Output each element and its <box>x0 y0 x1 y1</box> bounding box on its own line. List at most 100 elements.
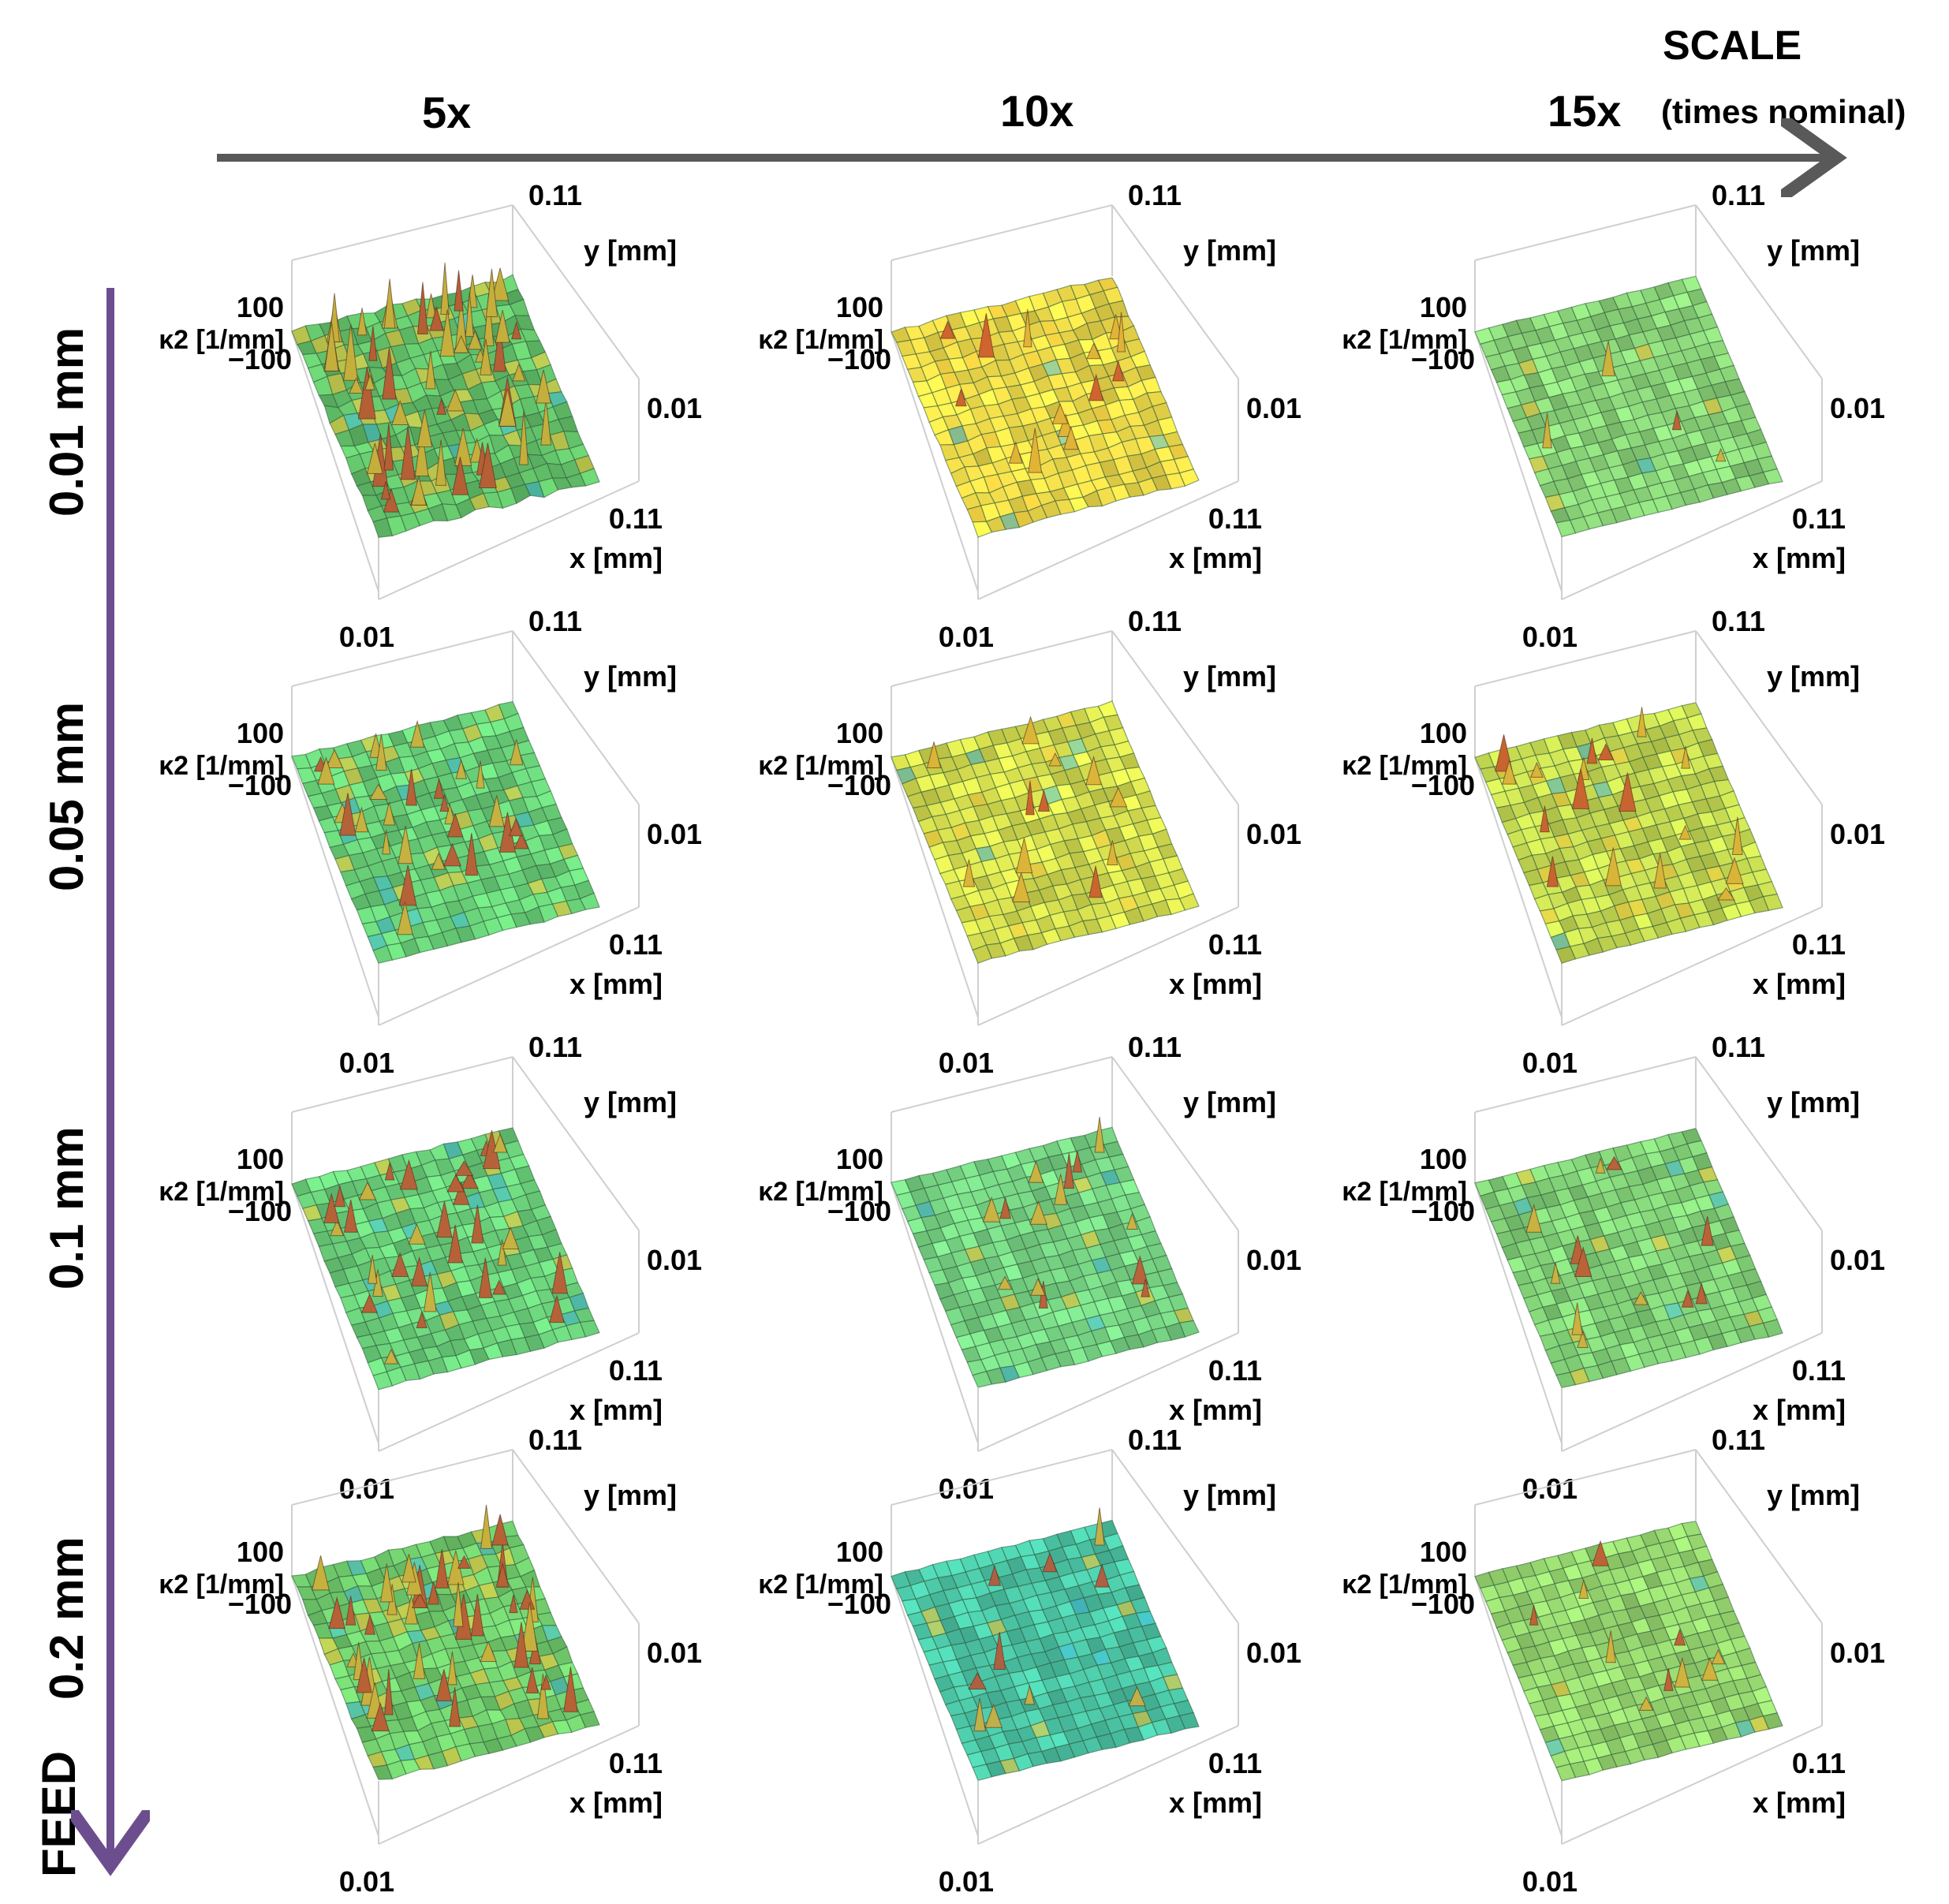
surface-peak <box>425 293 437 319</box>
z-axis-label: κ2 [1/mm] <box>758 751 883 781</box>
surface-peak <box>480 1504 493 1549</box>
y-tick-max: 0.11 <box>528 179 582 211</box>
x-tick-max: 0.11 <box>609 502 663 535</box>
surface-peak <box>1586 737 1598 764</box>
surface-peak <box>1604 847 1622 887</box>
plot-box-edge <box>890 630 1113 687</box>
surface-peak <box>1048 752 1062 767</box>
plot-box-edge <box>1474 1449 1697 1506</box>
surface-peak <box>1111 360 1125 382</box>
surface-peak <box>1542 413 1552 449</box>
x-tick-max: 0.11 <box>1208 1354 1262 1387</box>
surface-peak <box>495 309 510 343</box>
surface-peak <box>366 442 383 474</box>
y-axis-label: y [mm] <box>1767 234 1860 267</box>
surface-peak <box>485 268 498 318</box>
surface-peak <box>1088 865 1103 898</box>
surface-peak <box>509 739 524 766</box>
y-axis-label: y [mm] <box>1767 660 1860 693</box>
x-tick-min: 0.01 <box>339 621 394 653</box>
surface-peak <box>324 322 339 371</box>
surface-peak <box>383 423 394 471</box>
surface-peak <box>1571 768 1590 809</box>
y-tick-max: 0.11 <box>1712 605 1765 637</box>
z-tick-min: −100 <box>827 1588 891 1620</box>
z-tick-min: −100 <box>1411 769 1475 801</box>
surface-peak <box>954 387 967 407</box>
x-axis-label: x [mm] <box>1753 1786 1846 1819</box>
surface-peak <box>1028 427 1043 473</box>
x-tick-max: 0.11 <box>1208 928 1262 961</box>
y-tick-max: 0.11 <box>528 605 582 637</box>
z-tick-max: 100 <box>237 291 284 323</box>
surface-peak <box>465 833 479 876</box>
plot-box-edge <box>1561 906 1823 1026</box>
surface-peak <box>439 793 450 812</box>
surface-peak <box>435 439 447 486</box>
surface-peak <box>498 388 517 427</box>
y-axis-label: y [mm] <box>584 1479 677 1511</box>
surface-peak <box>476 760 485 789</box>
z-tick-max: 100 <box>836 717 883 749</box>
surface-peak <box>508 817 524 837</box>
surface-peak <box>962 859 976 887</box>
x-axis-label: x [mm] <box>1753 542 1846 574</box>
y-tick-min: 0.01 <box>1246 1637 1301 1669</box>
z-axis-label: κ2 [1/mm] <box>159 325 284 355</box>
surface-peak <box>433 778 445 799</box>
y-tick-min: 0.01 <box>1830 818 1885 850</box>
z-tick-max: 100 <box>836 291 883 323</box>
surface-peak <box>453 334 469 353</box>
surface-peak <box>425 350 436 390</box>
surface-peak <box>1725 857 1744 884</box>
y-tick-min: 0.01 <box>1830 1244 1885 1276</box>
plot-box-edge <box>291 204 513 261</box>
z-tick-min: −100 <box>827 769 891 801</box>
surface-peak <box>1715 447 1727 462</box>
scale-axis-title: SCALE <box>1663 23 1802 69</box>
surface-peak <box>317 756 335 785</box>
x-tick-min: 0.01 <box>939 1473 994 1505</box>
y-tick-min: 0.01 <box>647 1637 702 1669</box>
surface-peak <box>400 425 416 480</box>
plot-box-edge <box>977 480 1239 600</box>
surface-peak <box>368 326 378 361</box>
y-tick-min: 0.01 <box>647 1244 702 1276</box>
surface-facet <box>1762 468 1783 485</box>
surface-peak <box>977 313 995 358</box>
y-tick-min: 0.01 <box>1246 818 1301 850</box>
surface-peak <box>383 278 396 329</box>
z-tick-min: −100 <box>228 343 292 375</box>
plot-box-edge <box>512 1056 640 1231</box>
z-tick-min: −100 <box>827 1195 891 1227</box>
plot-box-edge <box>291 330 379 592</box>
surface-peak <box>1601 340 1615 377</box>
x-axis-label: x [mm] <box>1753 968 1846 1000</box>
plot-box-edge <box>512 204 640 379</box>
surface-peak <box>436 398 447 415</box>
surface-peak <box>1117 312 1126 353</box>
plot-box-edge <box>291 1182 379 1444</box>
surface-peak <box>391 399 409 425</box>
z-tick-max: 100 <box>1420 717 1467 749</box>
surface-peak <box>380 481 391 500</box>
y-tick-max: 0.11 <box>1712 1031 1765 1063</box>
y-axis-label: y [mm] <box>1183 660 1276 693</box>
x-tick-max: 0.11 <box>609 1354 663 1387</box>
surface-peak <box>1063 426 1079 450</box>
surface-peak <box>410 475 427 506</box>
y-tick-min: 0.01 <box>1246 1244 1301 1276</box>
z-tick-min: −100 <box>228 1588 292 1620</box>
surface-peak <box>511 320 522 340</box>
surface-peak <box>375 734 387 771</box>
surface-peak <box>454 270 464 312</box>
surface-peak <box>518 409 529 465</box>
surface-peak <box>1085 755 1102 786</box>
surface-peak <box>383 487 400 513</box>
surface-peak <box>513 832 529 849</box>
